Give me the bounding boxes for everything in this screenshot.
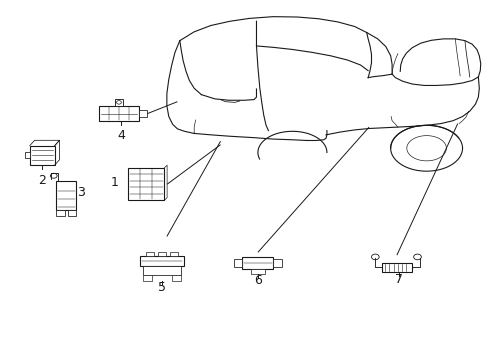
Bar xyxy=(170,252,178,256)
Bar xyxy=(99,106,138,121)
Bar xyxy=(67,210,76,216)
Circle shape xyxy=(371,254,378,260)
Text: 4: 4 xyxy=(117,129,125,142)
Text: 5: 5 xyxy=(158,281,166,294)
Bar xyxy=(143,275,152,280)
Bar xyxy=(138,110,147,117)
Bar xyxy=(172,275,181,280)
Text: 7: 7 xyxy=(394,273,403,286)
Circle shape xyxy=(116,100,121,104)
Bar xyxy=(273,259,282,267)
Bar xyxy=(250,269,264,274)
Bar xyxy=(30,145,55,165)
Text: 1: 1 xyxy=(111,176,119,189)
Text: 2: 2 xyxy=(38,174,46,186)
Bar xyxy=(146,252,154,256)
Text: 6: 6 xyxy=(253,274,261,287)
Bar xyxy=(140,256,184,266)
Bar xyxy=(242,257,273,269)
Circle shape xyxy=(413,254,421,260)
Bar xyxy=(143,266,181,275)
Bar xyxy=(25,153,30,158)
Bar xyxy=(233,259,242,267)
Bar xyxy=(56,181,76,210)
Bar xyxy=(381,263,411,272)
Text: 3: 3 xyxy=(77,186,84,199)
Bar xyxy=(128,168,164,201)
Bar xyxy=(115,99,122,106)
Bar xyxy=(56,210,65,216)
Bar xyxy=(158,252,165,256)
Circle shape xyxy=(50,173,57,178)
